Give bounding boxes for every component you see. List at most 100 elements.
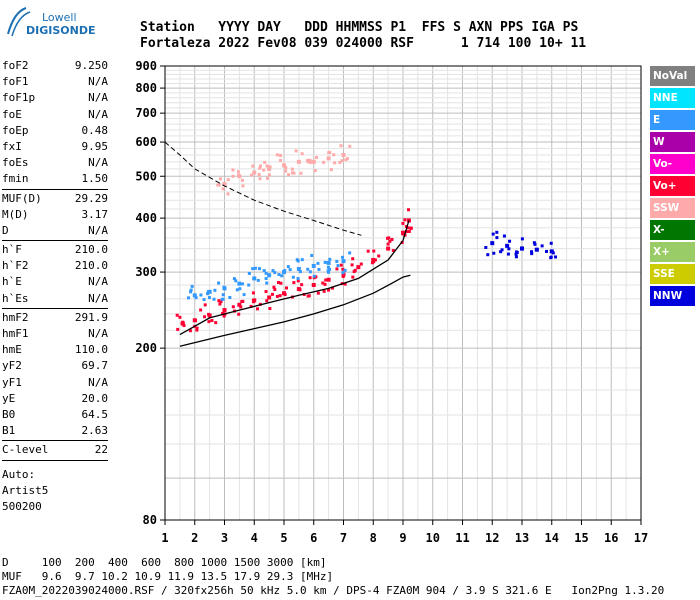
- x-tick-label: 6: [310, 531, 317, 545]
- echo-point: [265, 281, 269, 285]
- echo-point: [199, 293, 203, 297]
- x-tick-label: 10: [426, 531, 440, 545]
- echo-point: [178, 315, 182, 319]
- data-point: [520, 246, 524, 251]
- echo-point: [306, 294, 310, 298]
- data-point: [282, 163, 286, 168]
- param-row: yF2 69.7: [2, 358, 108, 374]
- echo-point: [265, 299, 269, 303]
- param-name: B1: [2, 424, 16, 438]
- echo-point: [216, 183, 220, 187]
- data-point: [534, 247, 539, 252]
- echo-point: [387, 236, 391, 240]
- echo-point: [188, 329, 192, 333]
- echo-point: [333, 161, 337, 165]
- echo-point: [388, 239, 392, 243]
- echo-point: [324, 278, 328, 282]
- echo-point: [328, 257, 332, 261]
- autoscaling-line: Artist5: [2, 483, 49, 497]
- echo-point: [176, 327, 180, 331]
- echo-point: [506, 252, 510, 256]
- x-tick-label: 1: [161, 531, 168, 545]
- echo-point: [300, 283, 304, 287]
- echo-point: [300, 258, 304, 262]
- echo-point: [280, 274, 284, 278]
- echo-point: [253, 266, 257, 270]
- data-point: [341, 272, 346, 277]
- echo-point: [257, 267, 261, 271]
- echo-point: [267, 173, 271, 177]
- echo-point: [199, 308, 203, 312]
- param-name: hmE: [2, 343, 22, 357]
- echo-point: [335, 267, 339, 271]
- echo-point: [484, 245, 488, 249]
- echo-point: [234, 279, 238, 283]
- echo-point: [277, 281, 281, 285]
- echo-point: [292, 281, 296, 285]
- echo-point: [258, 177, 262, 181]
- echo-point: [554, 255, 558, 259]
- echo-point: [202, 298, 206, 302]
- data-point: [252, 276, 257, 281]
- param-value: N/A: [88, 91, 108, 105]
- echo-point: [292, 171, 296, 175]
- param-value: N/A: [88, 291, 108, 305]
- param-value: 9.250: [74, 59, 108, 72]
- param-row: B1 2.63: [2, 423, 108, 439]
- data-point: [549, 249, 554, 254]
- param-name: yF1: [2, 375, 22, 389]
- echo-point: [335, 259, 339, 263]
- echo-point: [300, 152, 304, 156]
- echo-point: [294, 149, 298, 153]
- param-row: foF1 N/A: [2, 74, 108, 90]
- data-point: [207, 289, 212, 294]
- echo-point: [404, 230, 408, 234]
- echo-point: [195, 326, 199, 330]
- echo-point: [217, 299, 221, 303]
- param-name: hmF2: [2, 310, 29, 324]
- echo-point: [286, 265, 290, 269]
- echo-point: [231, 174, 235, 178]
- param-row: fmin 1.50: [2, 171, 108, 187]
- echo-point: [530, 252, 534, 256]
- echo-point: [331, 286, 335, 290]
- echo-point: [221, 293, 225, 297]
- echo-point: [219, 300, 223, 304]
- scaled-trace-lower: [179, 274, 411, 347]
- echo-point: [403, 218, 407, 222]
- data-point: [267, 273, 272, 278]
- lowell-digisonde-logo: Lowell DIGISONDE: [4, 4, 104, 40]
- echo-point: [348, 251, 352, 255]
- echo-point: [391, 249, 395, 253]
- header-line1: Station YYYY DAY DDD HHMMSS P1 FFS S AXN…: [140, 20, 579, 35]
- x-tick-label: 2: [191, 531, 198, 545]
- data-point: [341, 259, 346, 264]
- echo-point: [514, 252, 518, 256]
- echo-point: [315, 156, 319, 160]
- footer-line3: FZA0M_2022039024000.RSF / 320fx256h 50 k…: [2, 584, 665, 597]
- data-point: [237, 281, 242, 286]
- echo-point: [350, 263, 354, 267]
- param-value: 210.0: [74, 243, 108, 257]
- legend-item: Vo+: [650, 176, 695, 196]
- echo-point: [502, 234, 506, 238]
- param-value: N/A: [88, 375, 108, 389]
- param-row: hmF1 N/A: [2, 326, 108, 342]
- echo-point: [239, 305, 243, 309]
- data-point: [311, 263, 316, 268]
- echo-point: [264, 277, 268, 281]
- echo-point: [189, 288, 193, 292]
- param-name: foEp: [2, 123, 29, 137]
- param-name: foEs: [2, 156, 29, 170]
- echo-point: [263, 160, 267, 164]
- echo-point: [507, 247, 511, 251]
- chart-curves: [164, 141, 411, 347]
- echo-point: [187, 296, 191, 300]
- param-name: h`F: [2, 243, 22, 257]
- echo-point: [339, 144, 343, 148]
- echo-point: [372, 249, 376, 253]
- echo-point: [207, 296, 211, 300]
- echo-point: [343, 282, 347, 286]
- echo-point: [262, 269, 266, 273]
- param-value: 29.29: [74, 191, 108, 205]
